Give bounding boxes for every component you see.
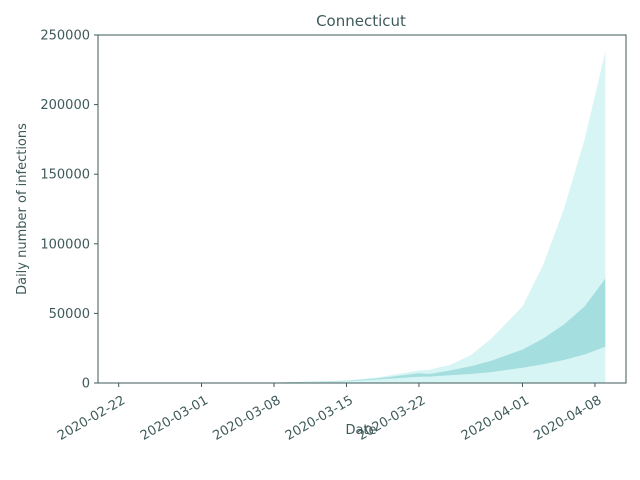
y-tick-label: 50000 [49,307,90,322]
y-tick-label: 250000 [40,29,90,44]
x-tick-label: 2020-02-22 [55,393,128,444]
x-tick-label: 2020-04-01 [459,393,532,444]
y-tick-label: 0 [82,377,90,392]
plot-frame [97,34,627,384]
confidence-bands [118,51,606,383]
y-tick-label: 200000 [40,98,90,113]
band-outer [118,51,606,383]
x-tick-label: 2020-03-08 [210,393,283,444]
y-tick-label: 100000 [40,237,90,252]
y-axis-label: Daily number of infections [15,123,30,295]
y-tick-label: 150000 [40,168,90,183]
x-axis-label: Date [345,423,376,438]
x-axis: 2020-02-22 2020-03-01 2020-03-08 2020-03-15… [55,383,604,444]
y-axis: 0 50000 100000 150000 200000 250000 [40,29,98,392]
x-tick-label: 2020-04-08 [531,393,604,444]
chart-title: Connecticut [316,12,406,30]
x-tick-label: 2020-03-01 [138,393,211,444]
